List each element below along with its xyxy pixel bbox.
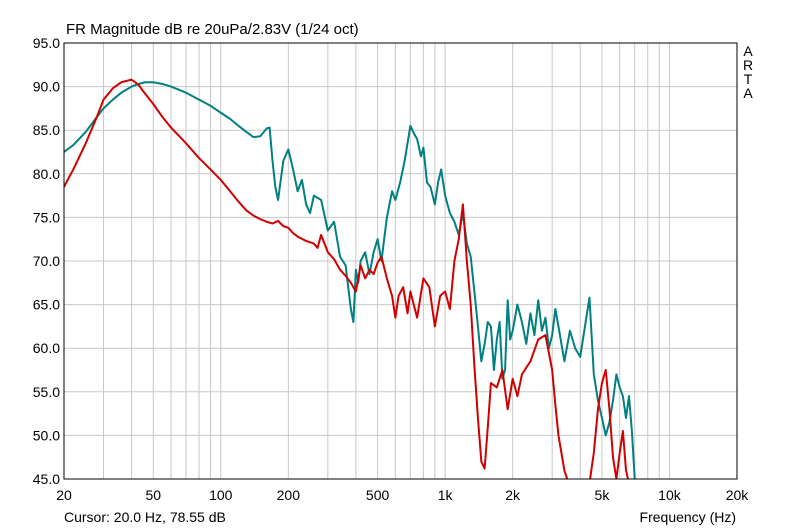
arta-letter: R (742, 57, 754, 73)
arta-letter: T (743, 71, 753, 87)
arta-letter: A (743, 43, 753, 59)
x-tick-label: 2k (505, 487, 521, 503)
y-tick-label: 65.0 (33, 297, 60, 313)
x-tick-label: 10k (658, 487, 682, 503)
y-tick-label: 95.0 (33, 35, 60, 51)
y-tick-label: 90.0 (33, 79, 60, 95)
arta-letter: A (743, 85, 753, 101)
plot-frame (63, 42, 738, 480)
y-tick-label: 50.0 (33, 427, 60, 443)
x-tick-label: 200 (277, 487, 301, 503)
y-tick-label: 85.0 (33, 122, 60, 138)
x-tick-label: 20k (726, 487, 750, 503)
series-line-teal (64, 81, 636, 479)
grid (64, 43, 737, 479)
y-tick-label: 45.0 (33, 471, 60, 487)
x-tick-label: 100 (209, 487, 233, 503)
arta-logo: A R T A (741, 44, 755, 100)
y-tick-label: 75.0 (33, 209, 60, 225)
y-tick-label: 55.0 (33, 384, 60, 400)
x-axis-label: Frequency (Hz) (639, 509, 736, 525)
x-axis-ticks: 20 50 100 200 500 1k 2k 5k 10k 20k (56, 487, 749, 503)
x-tick-label: 5k (595, 487, 611, 503)
series-group (64, 78, 636, 479)
y-tick-label: 60.0 (33, 340, 60, 356)
y-tick-label: 70.0 (33, 253, 60, 269)
chart-title: FR Magnitude dB re 20uPa/2.83V (1/24 oct… (66, 21, 359, 38)
x-tick-label: 20 (56, 487, 72, 503)
x-tick-label: 500 (366, 487, 390, 503)
y-tick-label: 80.0 (33, 166, 60, 182)
series-line-red (64, 78, 630, 479)
x-tick-label: 50 (145, 487, 161, 503)
x-tick-label: 1k (438, 487, 454, 503)
cursor-readout: Cursor: 20.0 Hz, 78.55 dB (64, 509, 226, 525)
y-axis-ticks: 45.0 50.0 55.0 60.0 65.0 70.0 75.0 80.0 85.0 90.0… (33, 35, 60, 487)
